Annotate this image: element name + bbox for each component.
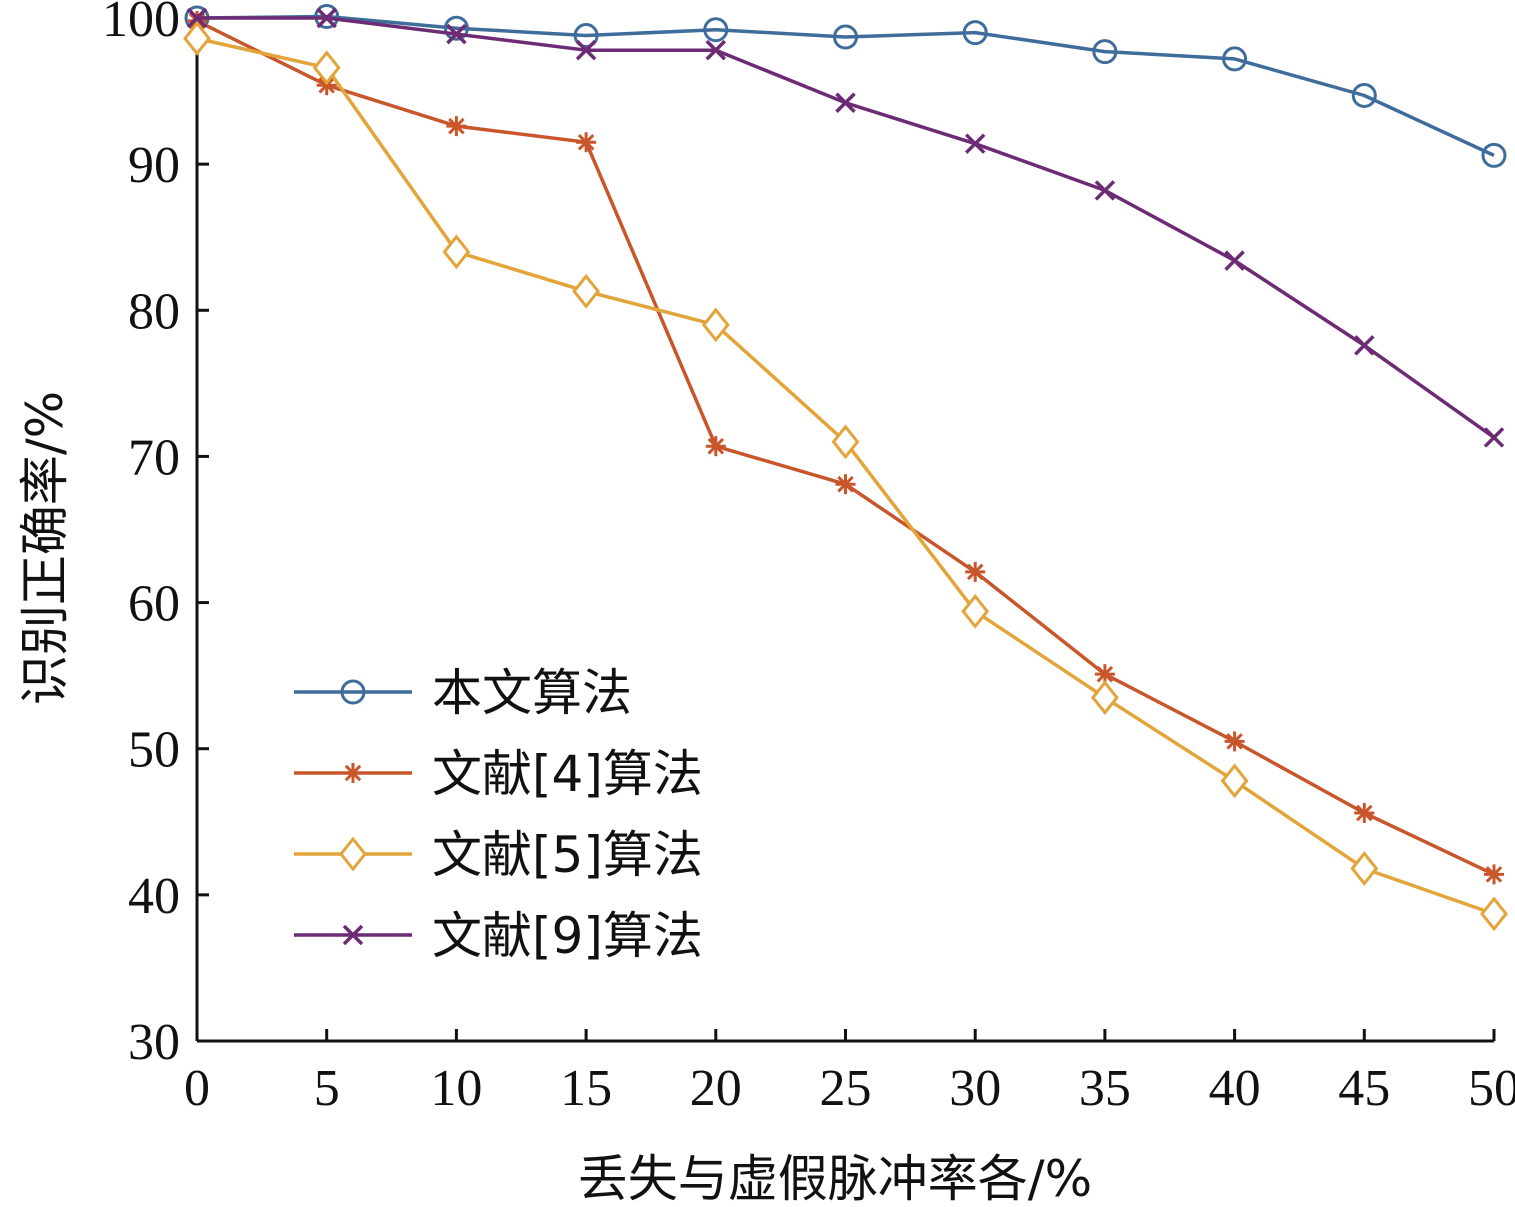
data-point-asterisk bbox=[187, 10, 207, 31]
data-point-circle bbox=[1222, 46, 1248, 72]
data-point-circle bbox=[1351, 82, 1377, 108]
data-point-circle bbox=[340, 679, 366, 705]
legend-item: 文献[4]算法 bbox=[294, 745, 703, 803]
legend-item: 本文算法 bbox=[294, 664, 632, 722]
data-point-asterisk bbox=[343, 763, 363, 783]
x-tick-label: 50 bbox=[1468, 1060, 1515, 1117]
data-point-x bbox=[342, 924, 364, 946]
x-tick-label: 35 bbox=[1079, 1060, 1131, 1117]
data-point-x bbox=[1354, 335, 1375, 356]
data-point-x bbox=[1224, 250, 1245, 271]
data-point-circle bbox=[703, 17, 729, 43]
series-line bbox=[196, 14, 1495, 157]
legend-label: 文献[4]算法 bbox=[432, 745, 703, 803]
data-point-diamond bbox=[831, 424, 860, 460]
axes bbox=[195, 12, 1496, 1043]
data-point-asterisk bbox=[576, 132, 597, 153]
x-axis-title: 丢失与虚假脉冲率各/% bbox=[578, 1150, 1092, 1207]
tick-labels: 0 5 10 15 20 25 30 35 40 45 50 30 40 50 60 70 80 90 100 bbox=[102, 0, 1515, 1117]
y-tick-label: 30 bbox=[128, 1014, 180, 1071]
data-point-x bbox=[705, 39, 727, 61]
x-tick-label: 40 bbox=[1209, 1060, 1261, 1117]
x-tick-label: 15 bbox=[560, 1060, 612, 1117]
y-tick-label: 50 bbox=[128, 722, 180, 779]
series-layer bbox=[183, 4, 1508, 932]
legend-item: 文献[5]算法 bbox=[294, 826, 703, 884]
data-point-circle bbox=[833, 24, 858, 50]
data-point-diamond bbox=[701, 307, 730, 343]
data-point-diamond bbox=[312, 50, 341, 86]
data-point-x bbox=[964, 133, 986, 154]
series-1 bbox=[184, 4, 1507, 168]
data-point-asterisk bbox=[1484, 864, 1504, 885]
data-point-diamond bbox=[1090, 680, 1119, 715]
y-tick-label: 60 bbox=[128, 576, 180, 633]
data-point-x bbox=[186, 7, 208, 29]
data-point-x bbox=[446, 23, 467, 45]
series-2 bbox=[187, 10, 1504, 885]
data-point-circle bbox=[443, 15, 469, 41]
data-point-asterisk bbox=[1224, 731, 1245, 752]
data-point-diamond bbox=[1220, 763, 1249, 799]
y-tick-label: 90 bbox=[128, 137, 180, 194]
data-point-x bbox=[316, 7, 337, 29]
data-point-x bbox=[575, 39, 597, 61]
data-point-x bbox=[1094, 180, 1116, 201]
data-point-diamond bbox=[339, 836, 367, 872]
y-tick-label: 70 bbox=[128, 429, 180, 486]
x-tick-label: 0 bbox=[184, 1060, 210, 1117]
legend-item: 文献[9]算法 bbox=[294, 907, 703, 965]
series-4 bbox=[186, 7, 1505, 448]
data-point-circle bbox=[962, 20, 988, 46]
data-point-diamond bbox=[961, 593, 990, 629]
legend-label: 文献[9]算法 bbox=[432, 907, 703, 965]
data-point-asterisk bbox=[446, 116, 467, 137]
data-point-diamond bbox=[1350, 851, 1379, 886]
x-tick-label: 5 bbox=[314, 1060, 340, 1117]
series-line bbox=[197, 16, 1496, 439]
x-tick-label: 10 bbox=[430, 1060, 482, 1117]
y-tick-label: 80 bbox=[128, 283, 180, 340]
data-point-x bbox=[835, 92, 856, 114]
data-point-asterisk bbox=[705, 436, 726, 457]
data-point-circle bbox=[1092, 39, 1118, 65]
x-tick-label: 30 bbox=[949, 1060, 1001, 1117]
data-point-circle bbox=[573, 23, 599, 49]
x-tick-label: 25 bbox=[820, 1060, 872, 1117]
data-point-asterisk bbox=[965, 561, 986, 582]
data-point-x bbox=[1483, 427, 1505, 448]
data-point-circle bbox=[1481, 142, 1507, 168]
data-point-diamond bbox=[1480, 896, 1508, 932]
x-tick-label: 45 bbox=[1338, 1060, 1390, 1117]
data-point-diamond bbox=[183, 21, 211, 56]
legend-label: 本文算法 bbox=[432, 664, 632, 722]
y-tick-label: 40 bbox=[128, 868, 180, 925]
data-point-diamond bbox=[572, 273, 601, 309]
series-3 bbox=[183, 21, 1508, 932]
data-point-diamond bbox=[442, 234, 471, 270]
y-tick-label: 100 bbox=[102, 0, 180, 48]
data-point-asterisk bbox=[835, 474, 856, 495]
y-axis-title: 识别正确率/% bbox=[16, 391, 74, 705]
legend-label: 文献[5]算法 bbox=[432, 826, 703, 884]
x-tick-label: 20 bbox=[690, 1060, 742, 1117]
data-point-asterisk bbox=[1354, 803, 1375, 824]
